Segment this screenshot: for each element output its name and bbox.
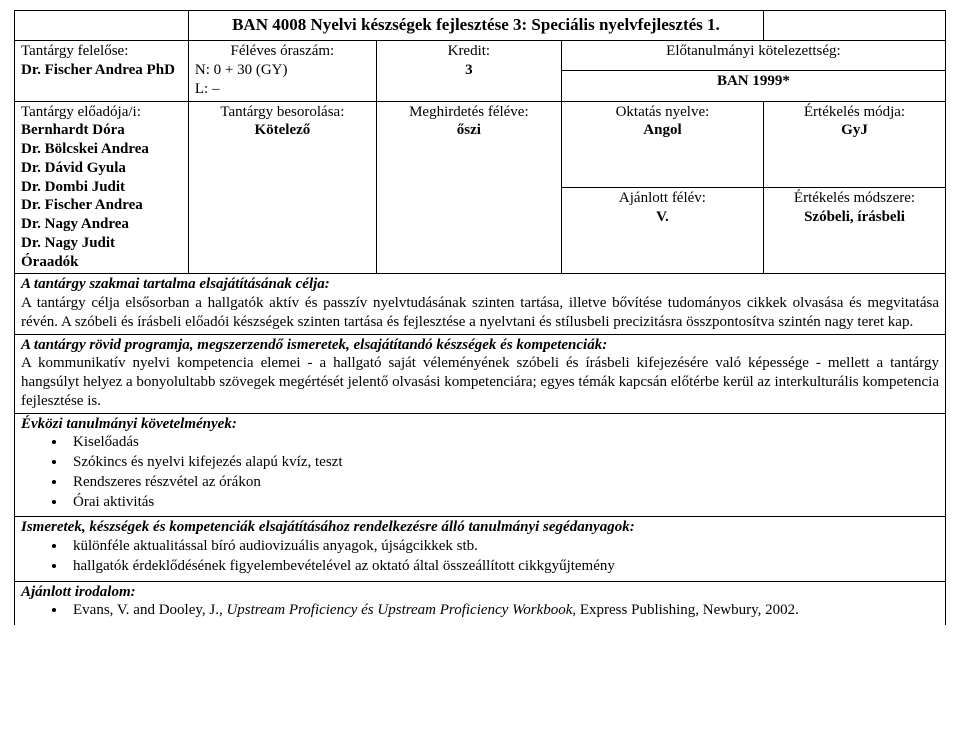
lang-label: Oktatás nyelve: xyxy=(616,104,710,120)
lecturer-8: Óraadók xyxy=(21,254,79,270)
requirements-cell: Évközi tanulmányi követelmények: Kiselőa… xyxy=(15,413,946,517)
announce-cell: Meghirdetés féléve: őszi xyxy=(376,101,561,274)
requirements-heading: Évközi tanulmányi követelmények: xyxy=(21,415,939,434)
lecturers-label: Tantárgy előadója/i: xyxy=(21,104,141,120)
announce-label: Meghirdetés féléve: xyxy=(409,104,529,120)
responsible-name: Dr. Fischer Andrea PhD xyxy=(21,62,175,78)
requirements-list: Kiselőadás Szókincs és nyelvi kifejezés … xyxy=(21,433,939,512)
class-label: Tantárgy besorolása: xyxy=(220,104,344,120)
announce-value: őszi xyxy=(457,122,481,138)
credit-cell: Kredit: 3 xyxy=(376,41,561,101)
list-item: Evans, V. and Dooley, J., Upstream Profi… xyxy=(67,601,939,621)
grade-method-value: Szóbeli, írásbeli xyxy=(804,209,905,225)
lit-publisher: , Express Publishing, Newbury, 2002. xyxy=(572,602,799,618)
list-item: Rendszeres részvétel az órákon xyxy=(67,473,939,493)
prereq-value: BAN 1999* xyxy=(717,73,790,89)
prereq-label-cell: Előtanulmányi kötelezettség: xyxy=(561,41,945,71)
class-cell: Tantárgy besorolása: Kötelező xyxy=(188,101,376,274)
lecturer-7: Dr. Nagy Judit xyxy=(21,235,115,251)
lecturer-1: Bernhardt Dóra xyxy=(21,122,125,138)
course-title: BAN 4008 Nyelvi készségek fejlesztése 3:… xyxy=(195,12,757,38)
lit-title: Upstream Proficiency és Upstream Profici… xyxy=(226,602,572,618)
grade-mode-label: Értékelés módja: xyxy=(804,104,905,120)
grade-mode-value: GyJ xyxy=(841,122,868,138)
hours-n: N: 0 + 30 (GY) xyxy=(195,61,370,80)
materials-heading: Ismeretek, készségek és kompetenciák els… xyxy=(21,518,939,537)
goal-heading: A tantárgy szakmai tartalma elsajátításá… xyxy=(21,275,939,294)
lecturer-2: Dr. Bölcskei Andrea xyxy=(21,141,149,157)
course-table: BAN 4008 Nyelvi készségek fejlesztése 3:… xyxy=(14,10,946,625)
hours-label: Féléves óraszám: xyxy=(195,42,370,61)
literature-list: Evans, V. and Dooley, J., Upstream Profi… xyxy=(21,601,939,621)
grade-method-label: Értékelés módszere: xyxy=(794,190,915,206)
goal-text: A tantárgy célja elsősorban a hallgatók … xyxy=(21,294,939,332)
program-text: A kommunikatív nyelvi kompetencia elemei… xyxy=(21,354,939,410)
credit-value: 3 xyxy=(465,62,473,78)
credit-label: Kredit: xyxy=(448,43,491,59)
goal-cell: A tantárgy szakmai tartalma elsajátításá… xyxy=(15,274,946,334)
lang-cell: Oktatás nyelve: Angol xyxy=(561,101,763,187)
hours-l: L: – xyxy=(195,80,370,99)
lang-value: Angol xyxy=(643,122,681,138)
class-value: Kötelező xyxy=(254,122,310,138)
lecturer-5: Dr. Fischer Andrea xyxy=(21,197,143,213)
responsible-cell: Tantárgy felelőse: Dr. Fischer Andrea Ph… xyxy=(15,41,189,101)
program-cell: A tantárgy rövid programja, megszerzendő… xyxy=(15,334,946,413)
lecturers-cell: Tantárgy előadója/i: Bernhardt Dóra Dr. … xyxy=(15,101,189,274)
list-item: különféle aktualitással bíró audiovizuál… xyxy=(67,537,939,557)
grade-mode-cell: Értékelés módja: GyJ xyxy=(764,101,946,187)
materials-list: különféle aktualitással bíró audiovizuál… xyxy=(21,537,939,577)
lit-author: Evans, V. and Dooley, J., xyxy=(73,602,226,618)
literature-heading: Ajánlott irodalom: xyxy=(21,583,939,602)
responsible-label: Tantárgy felelőse: xyxy=(21,43,128,59)
list-item: Kiselőadás xyxy=(67,433,939,453)
semester-cell: Ajánlott félév: V. xyxy=(561,187,763,273)
literature-cell: Ajánlott irodalom: Evans, V. and Dooley,… xyxy=(15,581,946,625)
prereq-value-cell: BAN 1999* xyxy=(561,71,945,101)
lecturer-4: Dr. Dombi Judit xyxy=(21,179,125,195)
prereq-label: Előtanulmányi kötelezettség: xyxy=(666,43,841,59)
course-sheet: BAN 4008 Nyelvi készségek fejlesztése 3:… xyxy=(0,0,960,645)
hours-cell: Féléves óraszám: N: 0 + 30 (GY) L: – xyxy=(188,41,376,101)
list-item: Szókincs és nyelvi kifejezés alapú kvíz,… xyxy=(67,453,939,473)
list-item: hallgatók érdeklődésének figyelembevétel… xyxy=(67,557,939,577)
list-item: Órai aktivitás xyxy=(67,493,939,513)
materials-cell: Ismeretek, készségek és kompetenciák els… xyxy=(15,517,946,581)
semester-value: V. xyxy=(656,209,669,225)
grade-method-cell: Értékelés módszere: Szóbeli, írásbeli xyxy=(764,187,946,273)
lecturer-3: Dr. Dávid Gyula xyxy=(21,160,126,176)
program-heading: A tantárgy rövid programja, megszerzendő… xyxy=(21,336,939,355)
lecturer-6: Dr. Nagy Andrea xyxy=(21,216,129,232)
semester-label: Ajánlott félév: xyxy=(619,190,706,206)
